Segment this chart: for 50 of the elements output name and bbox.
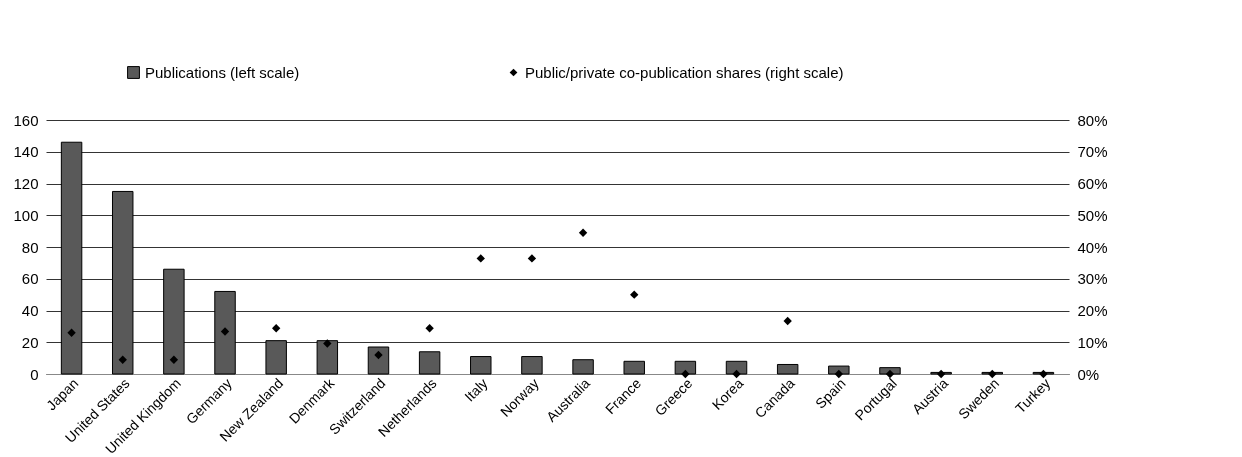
bar (521, 356, 543, 375)
y-tick-label: 40 (21, 302, 39, 319)
point (988, 369, 997, 379)
bar (776, 363, 799, 375)
point (630, 290, 639, 299)
y2-tick-label: 70% (1077, 143, 1108, 161)
y-tick-label: 20 (21, 333, 39, 351)
point (271, 324, 281, 333)
point (425, 324, 434, 333)
legend-label: Publications (left scale) (145, 63, 300, 81)
x-tick-label: Italy (461, 375, 491, 405)
legend-label: Public/private co-publication shares (right scale) (525, 63, 844, 81)
y2-tick-label: 40% (1077, 238, 1108, 256)
bar (674, 360, 697, 375)
point (374, 350, 383, 360)
point (169, 355, 179, 364)
point (936, 369, 946, 379)
bar (418, 351, 441, 375)
bar (725, 360, 748, 375)
bar (572, 359, 594, 375)
point (220, 327, 230, 336)
y2-tick-label: 0% (1077, 365, 1100, 383)
y-tick-label: 0 (30, 365, 39, 383)
bar (623, 360, 645, 375)
y2-tick-label: 60% (1077, 175, 1108, 192)
point (323, 339, 332, 348)
y-tick-label: 100 (13, 206, 39, 224)
y2-tick-label: 20% (1077, 302, 1108, 319)
point (885, 369, 895, 379)
point (732, 369, 741, 379)
point (681, 369, 690, 379)
point (118, 355, 127, 364)
bar (367, 346, 390, 375)
point (527, 254, 537, 263)
y-tick-label: 160 (13, 111, 39, 129)
point (834, 369, 844, 379)
point (1039, 369, 1048, 379)
y2-tick-label: 50% (1077, 206, 1108, 224)
y2-tick-label: 80% (1077, 111, 1108, 129)
point (578, 228, 588, 237)
bar (470, 356, 492, 375)
point (476, 254, 485, 263)
point (783, 316, 792, 326)
y-tick-label: 140 (13, 143, 39, 161)
y-tick-label: 80 (21, 238, 39, 256)
y-tick-label: 120 (13, 175, 39, 192)
y2-tick-label: 10% (1077, 333, 1108, 351)
y-tick-label: 60 (21, 270, 39, 288)
y2-tick-label: 30% (1077, 270, 1108, 288)
point (67, 328, 76, 337)
